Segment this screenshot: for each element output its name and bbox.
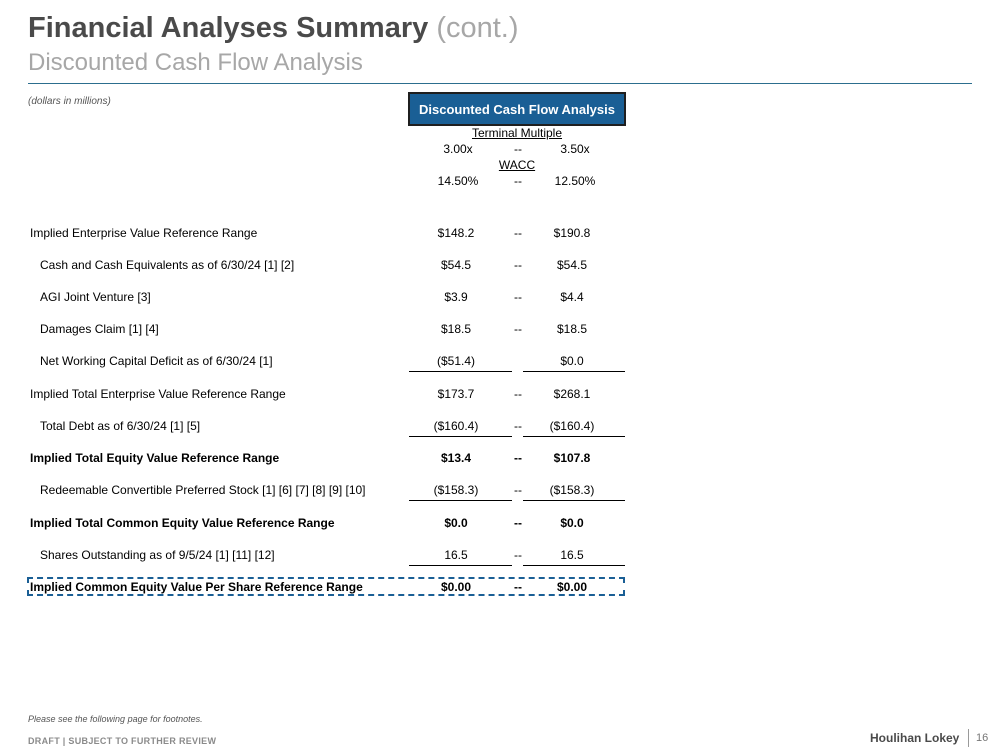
row-label: Implied Total Common Equity Value Refere… <box>30 516 335 530</box>
terminal-multiple-dash: -- <box>508 142 528 156</box>
row-high-value: $0.00 <box>532 580 612 594</box>
table-row: Implied Common Equity Value Per Share Re… <box>28 580 628 600</box>
table-row: Implied Total Enterprise Value Reference… <box>28 387 628 407</box>
draft-label: DRAFT | SUBJECT TO FURTHER REVIEW <box>28 736 216 746</box>
underline-high <box>523 500 625 501</box>
table-row: Damages Claim [1] [4] $18.5 -- $18.5 <box>28 322 628 342</box>
row-high-value: $0.0 <box>532 516 612 530</box>
row-label: Implied Total Equity Value Reference Ran… <box>30 451 279 465</box>
underline-low <box>409 371 512 372</box>
row-dash: -- <box>508 258 528 272</box>
row-label: Redeemable Convertible Preferred Stock [… <box>40 483 366 497</box>
row-dash: -- <box>508 290 528 304</box>
row-dash: -- <box>508 548 528 562</box>
row-dash: -- <box>508 516 528 530</box>
terminal-multiple-label: Terminal Multiple <box>468 126 566 140</box>
wacc-low: 14.50% <box>418 174 498 188</box>
table-row: Implied Enterprise Value Reference Range… <box>28 226 628 246</box>
row-high-value: $268.1 <box>532 387 612 401</box>
row-low-value: $148.2 <box>416 226 496 240</box>
page-subtitle: Discounted Cash Flow Analysis <box>28 49 363 77</box>
row-label: AGI Joint Venture [3] <box>40 290 151 304</box>
table-row: Net Working Capital Deficit as of 6/30/2… <box>28 354 628 374</box>
row-high-value: $54.5 <box>532 258 612 272</box>
row-high-value: 16.5 <box>532 548 612 562</box>
row-low-value: $173.7 <box>416 387 496 401</box>
underline-low <box>409 565 512 566</box>
table-row: Shares Outstanding as of 9/5/24 [1] [11]… <box>28 548 628 568</box>
row-label: Shares Outstanding as of 9/5/24 [1] [11]… <box>40 548 275 562</box>
row-high-value: ($158.3) <box>532 483 612 497</box>
row-high-value: ($160.4) <box>532 419 612 433</box>
table-row: Total Debt as of 6/30/24 [1] [5] ($160.4… <box>28 419 628 439</box>
footnote: Please see the following page for footno… <box>28 714 203 724</box>
row-dash: -- <box>508 483 528 497</box>
row-label: Cash and Cash Equivalents as of 6/30/24 … <box>40 258 294 272</box>
row-label: Implied Enterprise Value Reference Range <box>30 226 257 240</box>
terminal-multiple-high: 3.50x <box>535 142 615 156</box>
row-dash: -- <box>508 451 528 465</box>
row-low-value: $0.00 <box>416 580 496 594</box>
underline-high <box>523 436 625 437</box>
row-low-value: ($158.3) <box>416 483 496 497</box>
page-title-suffix: (cont.) <box>436 12 518 44</box>
row-dash: -- <box>508 580 528 594</box>
row-label: Net Working Capital Deficit as of 6/30/2… <box>40 354 273 368</box>
row-label: Implied Common Equity Value Per Share Re… <box>30 580 363 594</box>
row-dash: -- <box>508 387 528 401</box>
row-label: Damages Claim [1] [4] <box>40 322 159 336</box>
terminal-multiple-low: 3.00x <box>418 142 498 156</box>
row-dash: -- <box>508 322 528 336</box>
row-low-value: $54.5 <box>416 258 496 272</box>
underline-high <box>523 371 625 372</box>
wacc-label: WACC <box>492 158 542 172</box>
wacc-dash: -- <box>508 174 528 188</box>
row-low-value: $13.4 <box>416 451 496 465</box>
page-title-main: Financial Analyses Summary <box>28 12 428 44</box>
underline-low <box>409 436 512 437</box>
wacc-high: 12.50% <box>535 174 615 188</box>
units-note: (dollars in millions) <box>28 96 111 107</box>
page-title: Financial Analyses Summary (cont.) <box>28 12 519 45</box>
company-logo: Houlihan Lokey <box>870 731 959 745</box>
table-row: Implied Total Equity Value Reference Ran… <box>28 451 628 471</box>
row-low-value: ($51.4) <box>416 354 496 368</box>
table-row: Cash and Cash Equivalents as of 6/30/24 … <box>28 258 628 278</box>
row-low-value: $3.9 <box>416 290 496 304</box>
row-dash: -- <box>508 226 528 240</box>
row-dash: -- <box>508 419 528 433</box>
row-low-value: $0.0 <box>416 516 496 530</box>
underline-low <box>409 500 512 501</box>
table-row: Implied Total Common Equity Value Refere… <box>28 516 628 536</box>
table-row: Redeemable Convertible Preferred Stock [… <box>28 483 628 503</box>
page-number: 16 <box>976 732 988 744</box>
row-low-value: $18.5 <box>416 322 496 336</box>
footer-divider <box>968 729 969 747</box>
dcf-column-header: Discounted Cash Flow Analysis <box>408 92 626 126</box>
row-high-value: $4.4 <box>532 290 612 304</box>
row-high-value: $18.5 <box>532 322 612 336</box>
row-high-value: $0.0 <box>532 354 612 368</box>
row-label: Implied Total Enterprise Value Reference… <box>30 387 286 401</box>
row-high-value: $190.8 <box>532 226 612 240</box>
row-label: Total Debt as of 6/30/24 [1] [5] <box>40 419 200 433</box>
title-divider <box>28 83 972 84</box>
row-low-value: 16.5 <box>416 548 496 562</box>
underline-high <box>523 565 625 566</box>
table-row: AGI Joint Venture [3] $3.9 -- $4.4 <box>28 290 628 310</box>
row-high-value: $107.8 <box>532 451 612 465</box>
row-low-value: ($160.4) <box>416 419 496 433</box>
